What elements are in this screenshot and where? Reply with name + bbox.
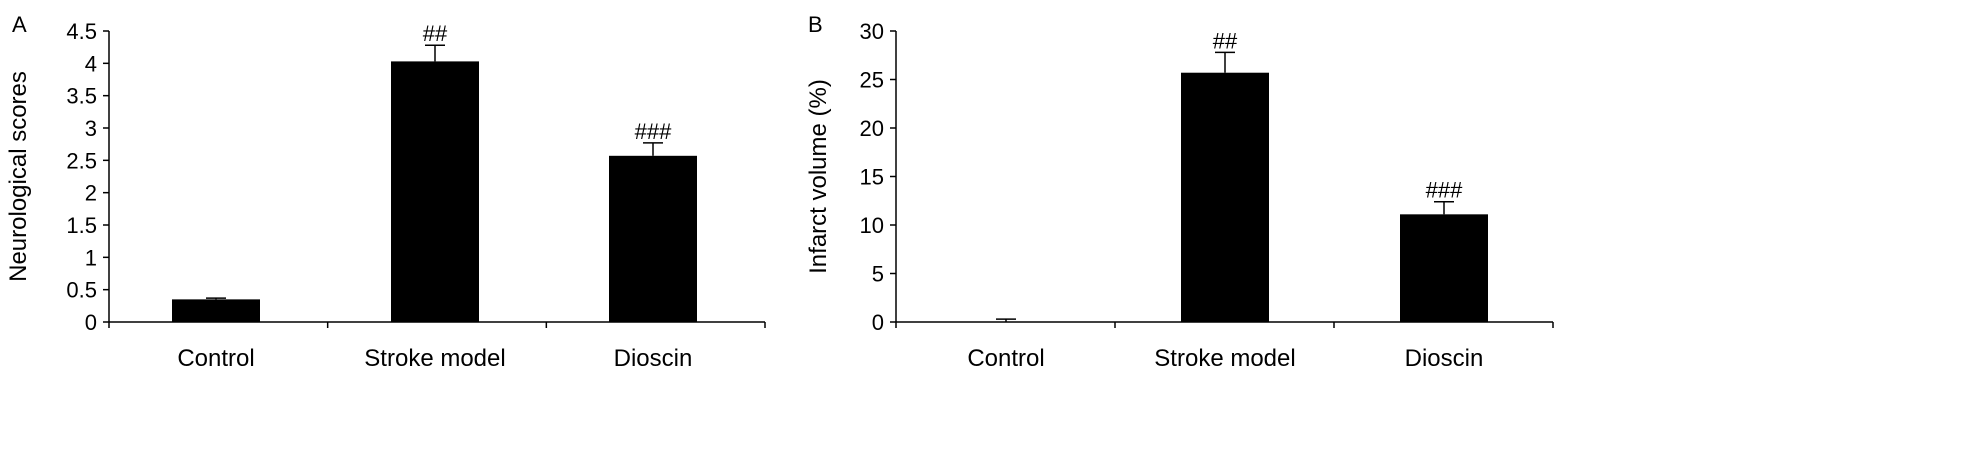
panel-b-chart: B 0 5 10 15 20 25 30 Control ## Stroke model ### Dio…: [805, 12, 1554, 372]
significance-label: ##: [423, 21, 448, 46]
y-tick-label: 15: [860, 165, 884, 190]
panel-label: B: [808, 12, 823, 37]
x-tick-label: Stroke model: [1154, 345, 1295, 372]
x-tick-label: Control: [967, 345, 1044, 372]
y-tick-label: 0: [85, 310, 97, 335]
y-tick-label: 1: [85, 245, 97, 270]
x-tick-label: Control: [177, 345, 254, 372]
bar: [609, 155, 697, 322]
y-tick-label: 20: [860, 116, 884, 141]
y-tick-label: 10: [860, 213, 884, 238]
y-tick-label: 3.5: [66, 84, 97, 109]
significance-label: ###: [635, 119, 672, 144]
y-tick-label: 25: [860, 68, 884, 93]
x-tick-label: Stroke model: [364, 345, 505, 372]
bar: [391, 61, 479, 322]
x-tick-label: Dioscin: [614, 345, 693, 372]
y-axis-title: Infarct volume (%): [805, 79, 832, 274]
panel-a-chart: A 0 0.5 1 1.5 2 2.5 3 3.5 4 4.5 Control ## Stroke mod…: [5, 12, 766, 372]
significance-label: ###: [1426, 178, 1463, 203]
bar: [1181, 72, 1269, 323]
bar: [1400, 214, 1488, 322]
y-tick-label: 1.5: [66, 213, 97, 238]
panel-label: A: [12, 12, 27, 37]
y-tick-label: 0.5: [66, 278, 97, 303]
significance-label: ##: [1213, 28, 1238, 53]
y-tick-label: 4.5: [66, 19, 97, 44]
y-tick-label: 0: [872, 310, 884, 335]
y-tick-label: 5: [872, 262, 884, 287]
y-tick-label: 30: [860, 19, 884, 44]
y-tick-label: 2.5: [66, 148, 97, 173]
y-tick-label: 4: [85, 51, 97, 76]
x-tick-label: Dioscin: [1405, 345, 1484, 372]
bar: [172, 299, 260, 322]
y-tick-label: 2: [85, 181, 97, 206]
y-tick-label: 3: [85, 116, 97, 141]
y-axis-title: Neurological scores: [5, 71, 32, 282]
